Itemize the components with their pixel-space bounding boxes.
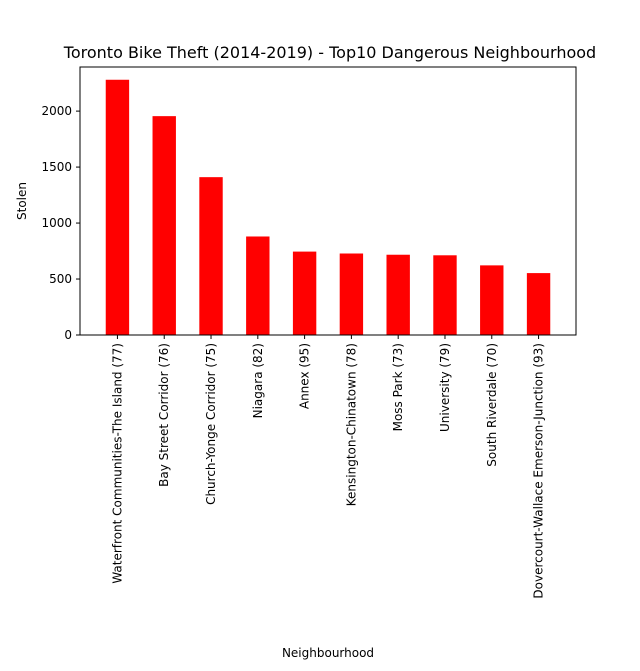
x-tick-label: Waterfront Communities-The Island (77) [110,343,124,584]
bar [152,116,176,335]
x-tick-label: Niagara (82) [251,343,265,418]
y-tick-label: 2000 [41,104,72,118]
y-tick-label: 500 [49,272,72,286]
x-tick-label: South Riverdale (70) [485,343,499,467]
plot-area: 0 500 1000 1500 2000 Waterfront Communities-T… [41,66,577,599]
y-tick-label: 1500 [41,160,72,174]
chart-title: Toronto Bike Theft (2014-2019) - Top10 D… [63,43,596,62]
x-tick-label: Bay Street Corridor (76) [157,343,171,487]
bar [339,253,364,335]
bar [526,273,551,335]
x-tick-label: Annex (95) [298,343,312,409]
bar [433,255,457,335]
x-tick-label: Church-Yonge Corridor (75) [204,343,218,505]
x-tick-label: Dovercourt-Wallace Emerson-Junction (93) [532,343,546,599]
bar [292,251,317,335]
y-tick-label: 0 [64,328,72,342]
x-axis-label: Neighbourhood [282,646,374,660]
y-axis-label: Stolen [15,182,29,220]
plot-frame [79,66,577,336]
bar [480,265,504,335]
x-tick-label: University (79) [438,343,452,432]
bar [199,177,223,335]
bar [105,79,130,335]
y-tick-label: 1000 [41,216,72,230]
x-tick-label: Moss Park (73) [391,343,405,431]
x-tick-label: Kensington-Chinatown (78) [344,343,358,506]
bar [246,236,270,335]
bar [386,254,410,335]
